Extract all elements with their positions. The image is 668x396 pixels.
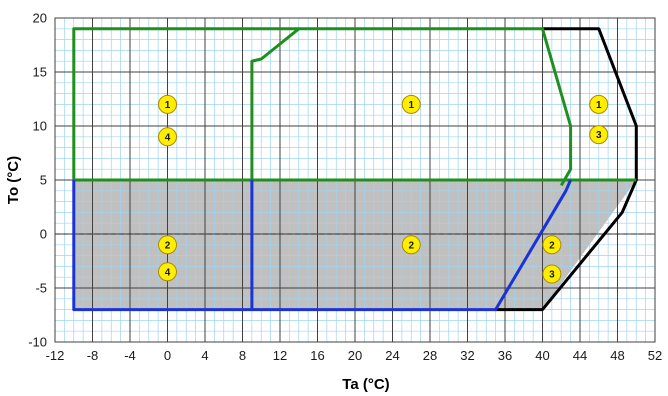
zone-marker bbox=[401, 235, 421, 255]
zone-marker-label: 3 bbox=[549, 269, 555, 280]
zone-marker bbox=[589, 125, 609, 145]
zone-marker-label: 2 bbox=[408, 240, 414, 251]
zone-marker bbox=[542, 235, 562, 255]
zone-marker-label: 3 bbox=[596, 130, 602, 141]
zone-marker-label: 2 bbox=[549, 240, 555, 251]
x-tick-label: 12 bbox=[273, 348, 287, 363]
y-tick-label: 15 bbox=[33, 65, 47, 80]
x-tick-label: 28 bbox=[423, 348, 437, 363]
x-tick-label: 48 bbox=[610, 348, 624, 363]
x-tick-label: 4 bbox=[201, 348, 208, 363]
zone-markers: 1 4 1 1 3 2 4 2 2 3 bbox=[158, 94, 609, 284]
y-tick-label: -10 bbox=[28, 335, 47, 350]
x-tick-label: 16 bbox=[310, 348, 324, 363]
x-tick-label: -12 bbox=[46, 348, 65, 363]
x-tick-label: 44 bbox=[573, 348, 587, 363]
x-tick-label: 36 bbox=[498, 348, 512, 363]
zone-marker-label: 1 bbox=[408, 100, 414, 111]
y-tick-labels: -10 -5 0 5 10 15 20 bbox=[28, 11, 47, 350]
zone-marker bbox=[401, 94, 421, 114]
zone-marker bbox=[158, 94, 177, 114]
boundary-line-2 bbox=[72, 27, 573, 187]
y-tick-label: -5 bbox=[35, 281, 47, 296]
boundary-line-5 bbox=[72, 179, 572, 312]
x-tick-label: 8 bbox=[239, 348, 246, 363]
x-tick-labels: -12 -8 -4 0 4 8 12 16 20 24 28 32 36 40 44 48 52 bbox=[46, 348, 663, 363]
zone-marker bbox=[158, 127, 177, 147]
x-tick-label: -8 bbox=[87, 348, 99, 363]
series-lines bbox=[72, 27, 638, 312]
zone-marker bbox=[542, 264, 562, 284]
zone-marker-label: 2 bbox=[165, 240, 171, 251]
zone-marker bbox=[589, 94, 609, 114]
x-tick-label: 20 bbox=[348, 348, 362, 363]
zone-marker bbox=[158, 235, 177, 255]
y-tick-label: 5 bbox=[40, 173, 47, 188]
boundary-line-3 bbox=[250, 27, 300, 180]
zone-marker-label: 4 bbox=[165, 132, 171, 143]
plot-frame bbox=[54, 17, 656, 343]
x-tick-label: 32 bbox=[460, 348, 474, 363]
x-tick-label: -4 bbox=[124, 348, 136, 363]
x-tick-label: 0 bbox=[164, 348, 171, 363]
y-tick-label: 0 bbox=[40, 227, 47, 242]
x-tick-label: 52 bbox=[648, 348, 662, 363]
y-tick-label: 10 bbox=[33, 119, 47, 134]
y-tick-label: 20 bbox=[33, 11, 47, 26]
x-tick-label: 40 bbox=[535, 348, 549, 363]
zone-marker-label: 4 bbox=[165, 267, 171, 278]
zone-marker-label: 1 bbox=[596, 100, 602, 111]
zone-marker bbox=[158, 262, 177, 282]
x-axis-label: Ta (°C) bbox=[342, 376, 389, 393]
x-tick-label: 24 bbox=[385, 348, 399, 363]
y-axis-label: To (°C) bbox=[5, 156, 22, 204]
zone-marker-label: 1 bbox=[165, 100, 171, 111]
